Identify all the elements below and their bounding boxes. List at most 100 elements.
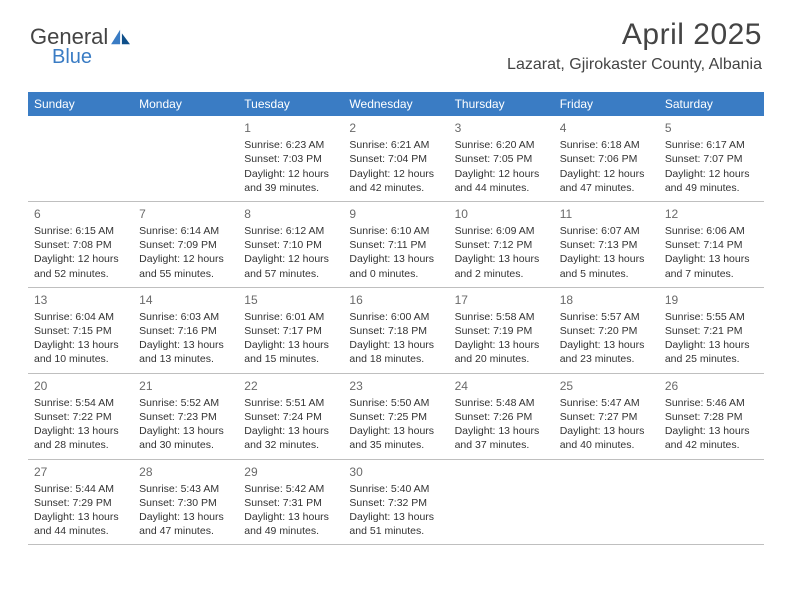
daylight-text: Daylight: 13 hours and 2 minutes. [455, 252, 548, 280]
day-number: 4 [560, 120, 653, 136]
calendar-empty-cell [554, 460, 659, 545]
sunset-text: Sunset: 7:30 PM [139, 496, 232, 510]
sunrise-text: Sunrise: 6:20 AM [455, 138, 548, 152]
calendar-day-cell: 24Sunrise: 5:48 AMSunset: 7:26 PMDayligh… [449, 374, 554, 459]
sunrise-text: Sunrise: 6:15 AM [34, 224, 127, 238]
daylight-text: Daylight: 13 hours and 40 minutes. [560, 424, 653, 452]
sunrise-text: Sunrise: 5:40 AM [349, 482, 442, 496]
day-number: 1 [244, 120, 337, 136]
sunrise-text: Sunrise: 6:17 AM [665, 138, 758, 152]
sunrise-text: Sunrise: 6:18 AM [560, 138, 653, 152]
day-number: 23 [349, 378, 442, 394]
daylight-text: Daylight: 13 hours and 51 minutes. [349, 510, 442, 538]
sunrise-text: Sunrise: 5:50 AM [349, 396, 442, 410]
sunset-text: Sunset: 7:03 PM [244, 152, 337, 166]
calendar-week-row: 13Sunrise: 6:04 AMSunset: 7:15 PMDayligh… [28, 288, 764, 374]
calendar-day-cell: 30 Sunrise: 5:40 AMSunset: 7:32 PMDayligh… [343, 460, 448, 545]
daylight-text: Daylight: 13 hours and 32 minutes. [244, 424, 337, 452]
sunrise-text: Sunrise: 5:51 AM [244, 396, 337, 410]
day-number: 30 [349, 464, 442, 480]
sunrise-text: Sunrise: 5:54 AM [34, 396, 127, 410]
sunset-text: Sunset: 7:16 PM [139, 324, 232, 338]
calendar-day-cell: 1Sunrise: 6:23 AMSunset: 7:03 PMDaylight… [238, 116, 343, 201]
calendar-day-cell: 28Sunrise: 5:43 AMSunset: 7:30 PMDayligh… [133, 460, 238, 545]
sunset-text: Sunset: 7:08 PM [34, 238, 127, 252]
page-header: April 2025 Lazarat, Gjirokaster County, … [507, 18, 762, 74]
daylight-text: Daylight: 13 hours and 18 minutes. [349, 338, 442, 366]
sunrise-text: Sunrise: 6:03 AM [139, 310, 232, 324]
day-number: 7 [139, 206, 232, 222]
day-number: 22 [244, 378, 337, 394]
calendar-day-cell: 17Sunrise: 5:58 AMSunset: 7:19 PMDayligh… [449, 288, 554, 373]
calendar-week-row: 20Sunrise: 5:54 AMSunset: 7:22 PMDayligh… [28, 374, 764, 460]
sunrise-text: Sunrise: 5:55 AM [665, 310, 758, 324]
sunrise-text: Sunrise: 6:01 AM [244, 310, 337, 324]
sunrise-text: Sunrise: 5:57 AM [560, 310, 653, 324]
weekday-header: Saturday [659, 92, 764, 116]
brand-sail-icon [110, 28, 132, 46]
calendar-day-cell: 4 Sunrise: 6:18 AMSunset: 7:06 PMDaylight… [554, 116, 659, 201]
day-number: 19 [665, 292, 758, 308]
sunset-text: Sunset: 7:07 PM [665, 152, 758, 166]
calendar-empty-cell [133, 116, 238, 201]
calendar-day-cell: 16Sunrise: 6:00 AMSunset: 7:18 PMDayligh… [343, 288, 448, 373]
sunset-text: Sunset: 7:10 PM [244, 238, 337, 252]
sunset-text: Sunset: 7:18 PM [349, 324, 442, 338]
sunset-text: Sunset: 7:06 PM [560, 152, 653, 166]
sunrise-text: Sunrise: 6:09 AM [455, 224, 548, 238]
calendar-week-row: 27Sunrise: 5:44 AMSunset: 7:29 PMDayligh… [28, 460, 764, 546]
weekday-header: Tuesday [238, 92, 343, 116]
sunrise-text: Sunrise: 5:44 AM [34, 482, 127, 496]
calendar-day-cell: 8Sunrise: 6:12 AMSunset: 7:10 PMDaylight… [238, 202, 343, 287]
daylight-text: Daylight: 12 hours and 55 minutes. [139, 252, 232, 280]
sunset-text: Sunset: 7:32 PM [349, 496, 442, 510]
sunrise-text: Sunrise: 6:06 AM [665, 224, 758, 238]
sunset-text: Sunset: 7:19 PM [455, 324, 548, 338]
sunrise-text: Sunrise: 5:48 AM [455, 396, 548, 410]
day-number: 17 [455, 292, 548, 308]
calendar-day-cell: 27Sunrise: 5:44 AMSunset: 7:29 PMDayligh… [28, 460, 133, 545]
day-number: 5 [665, 120, 758, 136]
daylight-text: Daylight: 13 hours and 49 minutes. [244, 510, 337, 538]
sunset-text: Sunset: 7:25 PM [349, 410, 442, 424]
daylight-text: Daylight: 12 hours and 52 minutes. [34, 252, 127, 280]
daylight-text: Daylight: 12 hours and 57 minutes. [244, 252, 337, 280]
daylight-text: Daylight: 13 hours and 37 minutes. [455, 424, 548, 452]
calendar-day-cell: 26Sunrise: 5:46 AMSunset: 7:28 PMDayligh… [659, 374, 764, 459]
sunset-text: Sunset: 7:13 PM [560, 238, 653, 252]
sunrise-text: Sunrise: 5:42 AM [244, 482, 337, 496]
day-number: 10 [455, 206, 548, 222]
sunrise-text: Sunrise: 6:14 AM [139, 224, 232, 238]
sunrise-text: Sunrise: 6:07 AM [560, 224, 653, 238]
calendar-day-cell: 5Sunrise: 6:17 AMSunset: 7:07 PMDaylight… [659, 116, 764, 201]
weekday-header-row: SundayMondayTuesdayWednesdayThursdayFrid… [28, 92, 764, 116]
calendar-week-row: 6Sunrise: 6:15 AMSunset: 7:08 PMDaylight… [28, 202, 764, 288]
sunset-text: Sunset: 7:17 PM [244, 324, 337, 338]
sunrise-text: Sunrise: 6:21 AM [349, 138, 442, 152]
day-number: 15 [244, 292, 337, 308]
sunrise-text: Sunrise: 5:47 AM [560, 396, 653, 410]
weekday-header: Thursday [449, 92, 554, 116]
daylight-text: Daylight: 13 hours and 10 minutes. [34, 338, 127, 366]
calendar-day-cell: 25Sunrise: 5:47 AMSunset: 7:27 PMDayligh… [554, 374, 659, 459]
weekday-header: Wednesday [343, 92, 448, 116]
calendar-day-cell: 22Sunrise: 5:51 AMSunset: 7:24 PMDayligh… [238, 374, 343, 459]
day-number: 9 [349, 206, 442, 222]
sunset-text: Sunset: 7:09 PM [139, 238, 232, 252]
day-number: 26 [665, 378, 758, 394]
weekday-header: Friday [554, 92, 659, 116]
location-text: Lazarat, Gjirokaster County, Albania [507, 56, 762, 74]
sunrise-text: Sunrise: 6:10 AM [349, 224, 442, 238]
calendar-day-cell: 15Sunrise: 6:01 AMSunset: 7:17 PMDayligh… [238, 288, 343, 373]
sunset-text: Sunset: 7:28 PM [665, 410, 758, 424]
daylight-text: Daylight: 12 hours and 47 minutes. [560, 167, 653, 195]
day-number: 18 [560, 292, 653, 308]
calendar-week-row: 1 Sunrise: 6:23 AMSunset: 7:03 PM Daylight… [28, 116, 764, 202]
sunset-text: Sunset: 7:26 PM [455, 410, 548, 424]
daylight-text: Daylight: 13 hours and 13 minutes. [139, 338, 232, 366]
daylight-text: Daylight: 13 hours and 25 minutes. [665, 338, 758, 366]
sunrise-text: Sunrise: 5:43 AM [139, 482, 232, 496]
sunrise-text: Sunrise: 6:23 AM [244, 138, 337, 152]
calendar-day-cell: 11Sunrise: 6:07 AMSunset: 7:13 PMDayligh… [554, 202, 659, 287]
day-number: 25 [560, 378, 653, 394]
